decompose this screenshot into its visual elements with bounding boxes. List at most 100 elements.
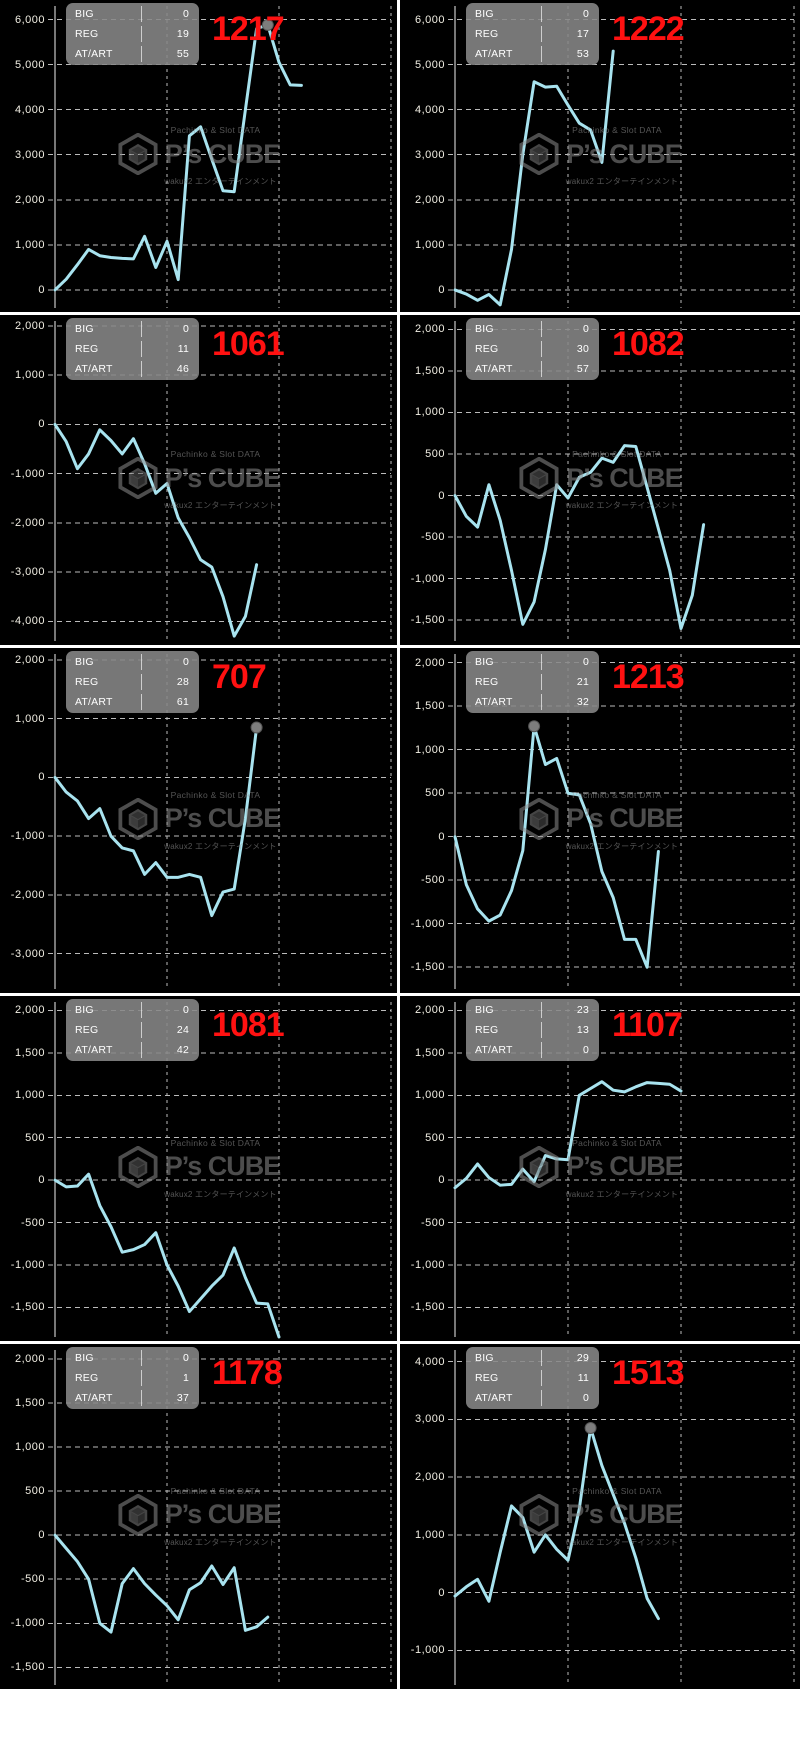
y-axis-tick-label: -4,000: [10, 615, 45, 628]
chart-panel-5[interactable]: -3,000 -2,000 -1,000 0 1,000 2,000 Pachinko & …: [0, 648, 397, 993]
stat-separator: [141, 1390, 142, 1406]
y-axis-tick-label: -1,000: [10, 1258, 45, 1271]
stat-label: AT/ART: [475, 696, 513, 708]
stat-row-big: BIG 0: [466, 4, 599, 24]
stat-row-big: BIG 29: [466, 1348, 599, 1368]
stat-value: 28: [176, 676, 189, 688]
stats-box[interactable]: BIG 0 REG 1 AT/ART 37: [66, 1347, 199, 1409]
y-axis-tick-label: 1,000: [14, 1089, 45, 1102]
chart-panel-4[interactable]: -1,500 -1,000 -500 0 500 1,000 1,500 2,000 Pachi…: [400, 315, 800, 645]
row-divider: [0, 312, 800, 315]
plot-area: [400, 1344, 800, 1689]
stat-label: BIG: [475, 323, 494, 335]
y-axis-tick-label: 0: [438, 1586, 445, 1599]
stat-value: 30: [576, 343, 589, 355]
stat-value: 61: [176, 696, 189, 708]
machine-number[interactable]: 1107: [612, 1006, 683, 1044]
y-axis-tick-label: 0: [438, 1174, 445, 1187]
machine-number[interactable]: 1061: [212, 325, 285, 363]
data-line: [53, 725, 259, 918]
stat-separator: [541, 654, 542, 670]
stats-box[interactable]: BIG 0 REG 17 AT/ART 53: [466, 3, 599, 65]
y-axis-tick-label: -3,000: [10, 947, 45, 960]
data-line: [453, 724, 660, 969]
stat-row-reg: REG 19: [66, 24, 199, 44]
stats-box[interactable]: BIG 0 REG 28 AT/ART 61: [66, 651, 199, 713]
stat-separator: [141, 1022, 142, 1038]
y-axis-tick-label: -1,500: [10, 1661, 45, 1674]
stat-row-at-art: AT/ART 42: [66, 1040, 199, 1060]
max-point-marker: [584, 1421, 597, 1434]
y-axis-tick-label: 1,500: [414, 364, 445, 377]
chart-panel-6[interactable]: -1,500 -1,000 -500 0 500 1,000 1,500 2,000 Pachi…: [400, 648, 800, 993]
y-axis-tick-label: 500: [425, 1131, 445, 1144]
stat-separator: [541, 674, 542, 690]
stat-separator: [541, 341, 542, 357]
stat-separator: [141, 26, 142, 42]
machine-number[interactable]: 707: [212, 658, 267, 696]
stat-row-reg: REG 13: [466, 1020, 599, 1040]
y-axis-tick-label: -1,000: [10, 1617, 45, 1630]
machine-number[interactable]: 1081: [212, 1006, 285, 1044]
plot-area: [400, 648, 800, 993]
stat-row-at-art: AT/ART 0: [466, 1040, 599, 1060]
stat-value: 0: [582, 1044, 589, 1056]
stat-row-at-art: AT/ART 61: [66, 692, 199, 712]
stat-separator: [141, 1002, 142, 1018]
stat-separator: [141, 46, 142, 62]
y-axis-tick-label: -1,000: [10, 830, 45, 843]
stat-label: BIG: [75, 656, 94, 668]
machine-number[interactable]: 1213: [612, 658, 685, 696]
y-axis-tick-label: 0: [38, 1529, 45, 1542]
y-axis-tick-label: -2,000: [10, 888, 45, 901]
stat-separator: [141, 1042, 142, 1058]
stat-row-big: BIG 23: [466, 1000, 599, 1020]
stat-label: AT/ART: [75, 363, 113, 375]
stat-value: 23: [576, 1004, 589, 1016]
stat-label: AT/ART: [75, 1044, 113, 1056]
stat-separator: [141, 361, 142, 377]
chart-panel-9[interactable]: -1,500 -1,000 -500 0 500 1,000 1,500 2,000 Pachi…: [0, 1344, 397, 1689]
stat-value: 1: [182, 1372, 189, 1384]
stat-row-reg: REG 24: [66, 1020, 199, 1040]
y-axis-tick-label: 500: [25, 1485, 45, 1498]
machine-number[interactable]: 1178: [212, 1354, 283, 1392]
column-divider: [397, 996, 400, 1341]
machine-number[interactable]: 1217: [212, 10, 285, 48]
stat-value: 0: [182, 1352, 189, 1364]
stat-separator: [141, 694, 142, 710]
stats-box[interactable]: BIG 0 REG 30 AT/ART 57: [466, 318, 599, 380]
machine-number[interactable]: 1222: [612, 10, 685, 48]
y-axis-tick-label: 2,000: [414, 1471, 445, 1484]
data-line: [453, 444, 706, 631]
chart-panel-10[interactable]: -1,000 0 1,000 2,000 3,000 4,000 Pachinko & Sl…: [400, 1344, 800, 1689]
chart-panel-3[interactable]: -4,000 -3,000 -2,000 -1,000 0 1,000 2,000 Pachi…: [0, 315, 397, 645]
y-axis-tick-label: 2,000: [14, 1352, 45, 1365]
stats-box[interactable]: BIG 0 REG 24 AT/ART 42: [66, 999, 199, 1061]
machine-number[interactable]: 1082: [612, 325, 685, 363]
machine-number[interactable]: 1513: [612, 1354, 685, 1392]
data-line: [453, 1080, 683, 1190]
y-axis-tick-label: -500: [420, 1216, 445, 1229]
stats-box[interactable]: BIG 0 REG 11 AT/ART 46: [66, 318, 199, 380]
stats-box[interactable]: BIG 0 REG 19 AT/ART 55: [66, 3, 199, 65]
chart-panel-8[interactable]: -1,500 -1,000 -500 0 500 1,000 1,500 2,000 Pachi…: [400, 996, 800, 1341]
y-axis-tick-label: -500: [420, 874, 445, 887]
chart-panel-1[interactable]: 0 1,000 2,000 3,000 4,000 5,000 6,000 Pachinko …: [0, 0, 397, 312]
stat-label: REG: [475, 28, 499, 40]
stat-separator: [141, 674, 142, 690]
chart-panel-7[interactable]: -1,500 -1,000 -500 0 500 1,000 1,500 2,000 Pachi…: [0, 996, 397, 1341]
row-divider: [0, 1341, 800, 1344]
stats-box[interactable]: BIG 0 REG 21 AT/ART 32: [466, 651, 599, 713]
y-axis-tick-label: 1,000: [414, 743, 445, 756]
data-line: [53, 422, 259, 638]
y-axis-tick-label: 1,500: [414, 700, 445, 713]
y-axis-tick-label: -500: [20, 1216, 45, 1229]
stats-box[interactable]: BIG 29 REG 11 AT/ART 0: [466, 1347, 599, 1409]
stats-box[interactable]: BIG 23 REG 13 AT/ART 0: [466, 999, 599, 1061]
stat-separator: [141, 1350, 142, 1366]
chart-panel-2[interactable]: 0 1,000 2,000 3,000 4,000 5,000 6,000 Pachinko …: [400, 0, 800, 312]
stat-row-at-art: AT/ART 0: [466, 1388, 599, 1408]
y-axis-tick-label: 500: [425, 787, 445, 800]
stat-row-big: BIG 0: [66, 1348, 199, 1368]
